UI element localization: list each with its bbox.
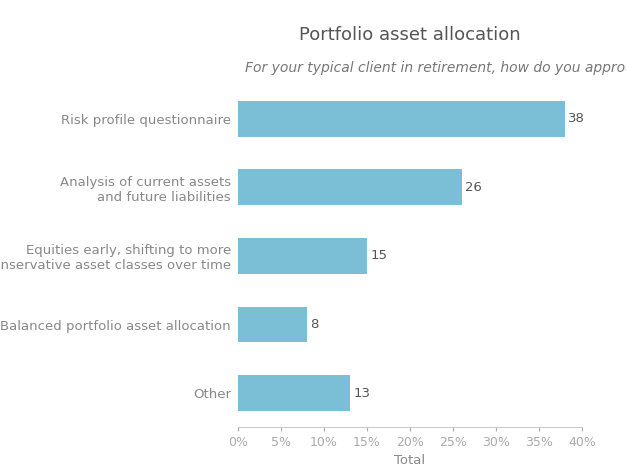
Bar <box>238 307 307 342</box>
X-axis label: Total: Total <box>394 454 426 467</box>
Text: 26: 26 <box>465 181 482 194</box>
Bar <box>238 170 462 205</box>
Text: For your typical client in retirement, how do you approach portfolio asset alloc: For your typical client in retirement, h… <box>245 61 626 75</box>
Bar <box>238 375 350 411</box>
Bar <box>238 238 367 274</box>
Text: 38: 38 <box>568 112 585 125</box>
Bar <box>238 101 565 137</box>
Text: 8: 8 <box>310 318 319 331</box>
Text: 13: 13 <box>353 387 370 400</box>
Text: Portfolio asset allocation: Portfolio asset allocation <box>299 26 521 44</box>
Text: 15: 15 <box>371 249 387 263</box>
